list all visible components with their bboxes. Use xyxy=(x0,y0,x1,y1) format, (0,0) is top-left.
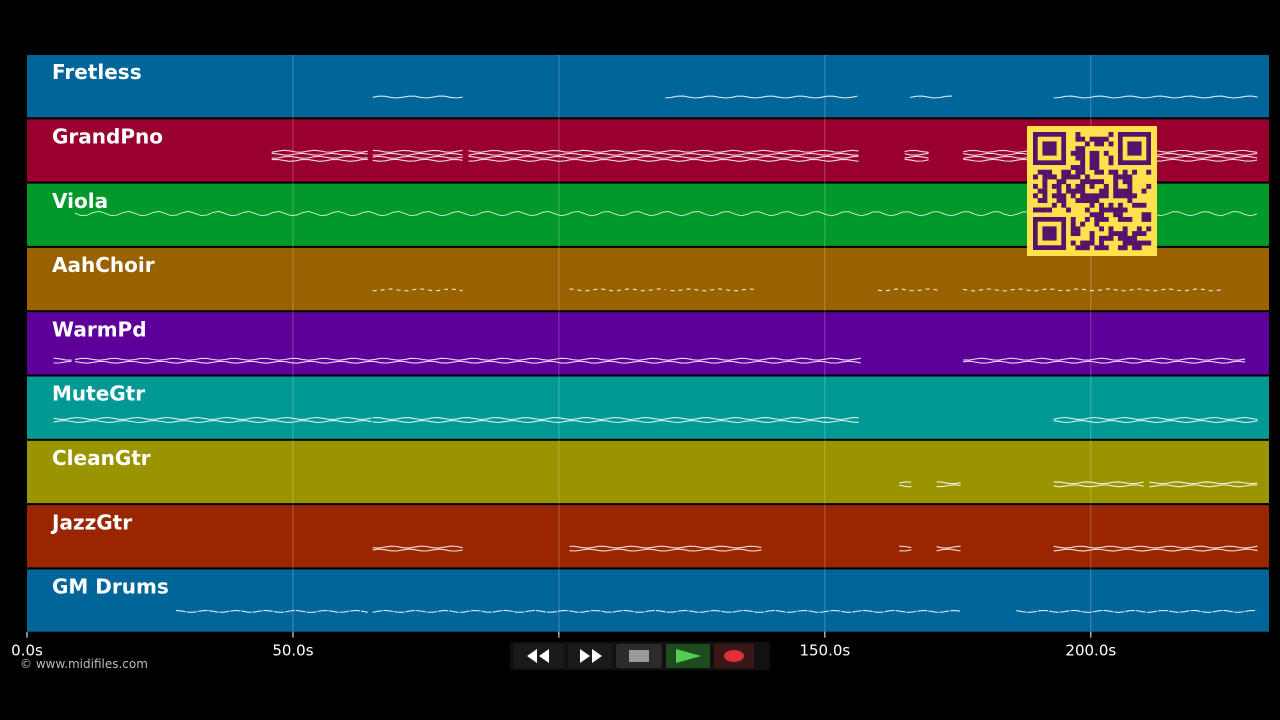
track-label: CleanGtr xyxy=(52,446,151,470)
note-segment xyxy=(53,357,72,364)
tick-label: 0.0s xyxy=(11,642,43,660)
note-segment xyxy=(670,288,755,292)
track-label: WarmPd xyxy=(52,317,147,341)
note-segment xyxy=(963,357,1246,364)
note-segment xyxy=(904,149,929,162)
note-segment xyxy=(1016,610,1257,613)
track-label: AahChoir xyxy=(52,253,155,277)
track-label: GrandPno xyxy=(52,125,163,149)
play-icon xyxy=(676,649,701,663)
record-button[interactable] xyxy=(714,644,754,668)
track-lane xyxy=(27,312,1269,375)
transport-bar xyxy=(510,642,770,670)
note-segment xyxy=(372,288,463,292)
note-segment xyxy=(372,545,463,552)
note-layer xyxy=(53,95,1258,613)
fast-forward-icon xyxy=(580,649,602,663)
note-segment xyxy=(53,416,372,424)
track-lane xyxy=(27,440,1269,504)
note-segment xyxy=(909,95,953,99)
track-lane xyxy=(27,505,1269,568)
note-segment xyxy=(963,288,1222,292)
track-labels: Fretless GrandPno Viola AahChoir WarmPd MuteG… xyxy=(50,60,169,598)
note-segment xyxy=(1053,95,1258,99)
note-segment xyxy=(899,481,912,488)
note-segment xyxy=(569,288,666,292)
track-lane xyxy=(27,569,1269,632)
track-lane xyxy=(27,247,1269,311)
play-button[interactable] xyxy=(666,644,710,668)
note-segment xyxy=(468,149,859,162)
qr-code-icon xyxy=(1027,126,1157,256)
copyright-text: © www.midifiles.com xyxy=(20,657,148,671)
track-label: MuteGtr xyxy=(52,382,145,406)
track-label: JazzGtr xyxy=(50,510,132,534)
tick-label: 200.0s xyxy=(1065,642,1116,660)
note-segment xyxy=(271,149,368,162)
track-lane xyxy=(27,55,1269,118)
note-segment xyxy=(1149,481,1258,488)
note-segment xyxy=(665,95,858,99)
note-segment xyxy=(936,545,961,552)
note-segment xyxy=(74,357,862,364)
note-segment xyxy=(372,95,463,99)
track-lane xyxy=(27,376,1269,439)
note-segment xyxy=(372,149,463,162)
tick-label: 150.0s xyxy=(799,642,850,660)
stop-icon xyxy=(629,650,649,662)
note-segment xyxy=(372,417,859,424)
note-segment xyxy=(899,545,912,552)
note-segment xyxy=(877,288,939,292)
rewind-button[interactable] xyxy=(514,644,564,668)
stop-button[interactable] xyxy=(616,644,662,668)
note-segment xyxy=(175,609,368,613)
track-label: Viola xyxy=(52,189,108,213)
note-segment xyxy=(1053,545,1258,552)
note-segment xyxy=(936,481,961,488)
note-segment xyxy=(1053,481,1144,488)
rewind-icon xyxy=(527,649,549,663)
note-segment xyxy=(569,545,762,552)
tick-label: 50.0s xyxy=(272,642,313,660)
track-label: GM Drums xyxy=(52,575,169,599)
note-segment xyxy=(1053,416,1258,424)
fast-forward-button[interactable] xyxy=(568,644,612,668)
track-label: Fretless xyxy=(52,60,142,84)
record-icon xyxy=(724,650,744,662)
